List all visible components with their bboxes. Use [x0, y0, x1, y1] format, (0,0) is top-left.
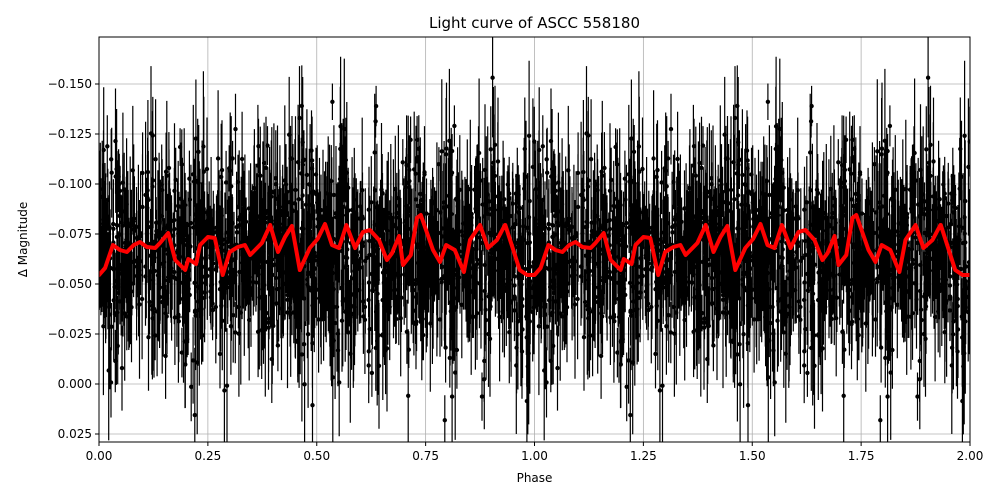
- x-tick-label: 1.75: [848, 449, 875, 463]
- y-tick-label: −0.100: [48, 177, 92, 191]
- y-tick-label: 0.025: [58, 427, 92, 441]
- y-tick-label: −0.075: [48, 227, 92, 241]
- y-tick-label: −0.125: [48, 127, 92, 141]
- chart-title: Light curve of ASCC 558180: [429, 14, 640, 32]
- x-tick-label: 1.50: [739, 449, 766, 463]
- x-axis-label: Phase: [517, 471, 553, 485]
- fit-curve: [99, 213, 970, 277]
- y-tick-label: −0.050: [48, 277, 92, 291]
- x-tick-label: 0.75: [412, 449, 439, 463]
- x-tick-label: 1.00: [521, 449, 548, 463]
- x-tick-label: 2.00: [957, 449, 984, 463]
- y-tick-label: −0.150: [48, 77, 92, 91]
- x-tick-label: 0.25: [195, 449, 222, 463]
- x-tick-label: 1.25: [630, 449, 657, 463]
- y-tick-label: −0.025: [48, 327, 92, 341]
- x-tick-label: 0.00: [86, 449, 113, 463]
- fit-line: [99, 213, 970, 277]
- observation-points: [99, 37, 970, 442]
- x-axis-ticks: 0.00 0.25 0.50 0.75 1.00 1.25 1.50 1.75 2.00: [86, 442, 984, 463]
- x-tick-label: 0.50: [303, 449, 330, 463]
- y-tick-label: 0.000: [58, 377, 92, 391]
- y-axis-label: Δ Magnitude: [16, 202, 30, 278]
- y-axis-ticks: −0.150 −0.125 −0.100 −0.075 −0.050 −0.025 0.00…: [48, 77, 99, 441]
